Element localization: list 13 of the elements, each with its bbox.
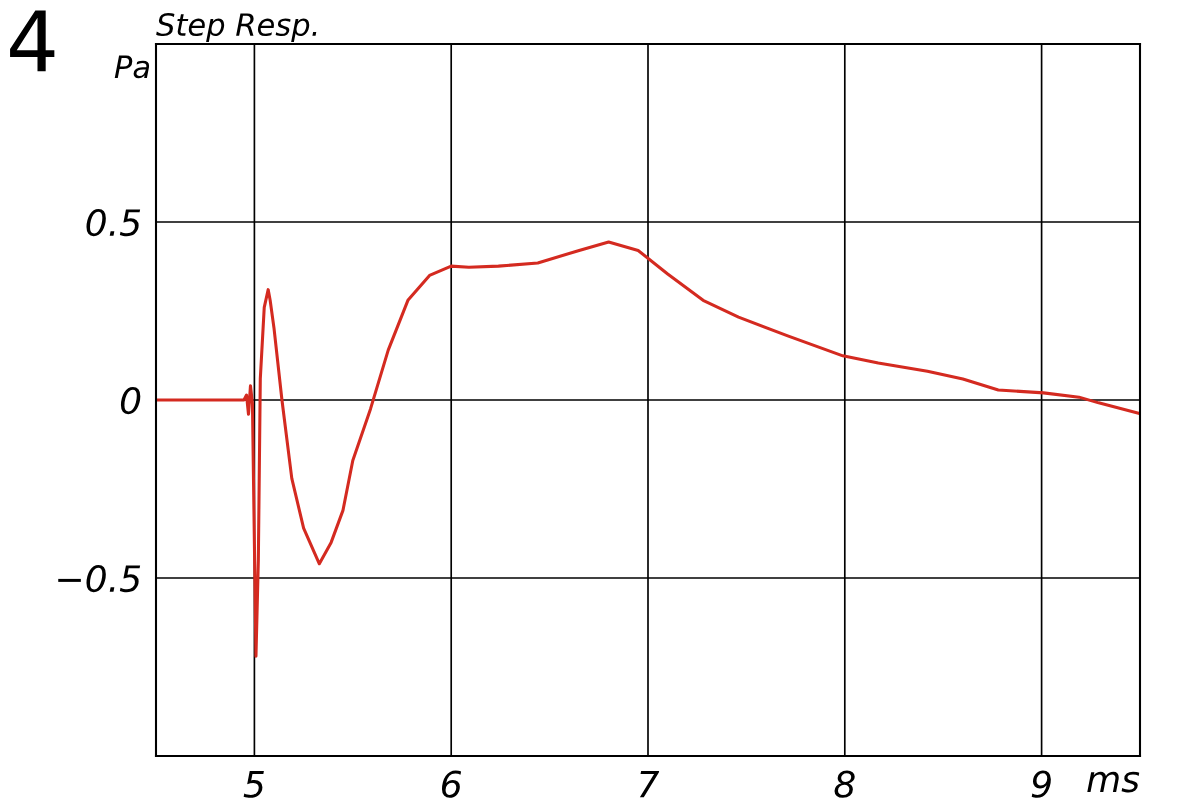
y-tick-label: −0.5 <box>58 564 141 593</box>
x-axis-title: ms <box>1087 771 1140 793</box>
x-tick-label: 5 <box>243 771 264 798</box>
y-axis-title: Pa <box>114 55 150 79</box>
text: 4 <box>10 10 55 72</box>
chart-title: Step Resp. <box>156 12 317 43</box>
line-series <box>156 240 1140 658</box>
y-tick-label: 0.5 <box>86 208 141 237</box>
x-tick-label: 8 <box>834 770 855 798</box>
y-tick-label: 0 <box>120 386 141 415</box>
x-tick-label: 7 <box>639 771 660 798</box>
x-tick-label: 6 <box>441 770 462 798</box>
x-tick-label: 9 <box>1031 770 1051 798</box>
